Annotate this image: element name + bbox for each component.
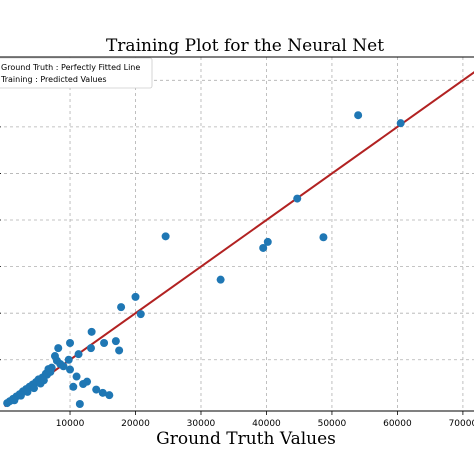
x-tick-label: 30000: [187, 419, 216, 429]
fitted-line-series: [3, 71, 474, 408]
x-tick-label: 40000: [252, 419, 281, 429]
x-axis-ticks: 10000 20000 30000 40000 50000 60000 70000: [0, 79, 474, 429]
data-point: [259, 243, 268, 252]
data-point: [117, 303, 126, 312]
data-point: [46, 367, 55, 376]
fitted-line: [3, 71, 474, 408]
data-point: [115, 346, 124, 355]
data-point: [92, 385, 101, 394]
data-point: [50, 352, 59, 361]
x-tick-label: 10000: [56, 419, 85, 429]
data-point: [74, 350, 83, 359]
legend-label-predicted-values: Training : Predicted Values: [0, 75, 107, 84]
data-point: [263, 237, 272, 246]
data-point: [54, 344, 63, 353]
predicted-values-series: [3, 111, 405, 409]
data-point: [216, 275, 225, 284]
data-point: [72, 372, 81, 381]
x-axis-label: Ground Truth Values: [156, 429, 336, 449]
data-point: [69, 382, 78, 391]
data-point: [23, 387, 32, 396]
data-point: [64, 355, 73, 364]
data-point: [105, 391, 114, 400]
data-point: [354, 111, 363, 120]
data-point: [131, 292, 140, 301]
data-point: [87, 327, 96, 336]
data-point: [293, 194, 302, 203]
x-tick-label: 70000: [449, 419, 474, 429]
chart-title: Training Plot for the Neural Net: [106, 36, 384, 56]
data-point: [79, 379, 88, 388]
legend-label-fitted-line: Ground Truth : Perfectly Fitted Line: [1, 63, 140, 72]
data-point: [56, 359, 65, 368]
plot-area: [0, 56, 474, 412]
data-point: [16, 391, 25, 400]
data-point: [161, 232, 170, 241]
data-point: [10, 396, 19, 405]
legend-box: [0, 57, 153, 89]
data-point: [111, 337, 120, 346]
data-point: [30, 384, 39, 393]
data-point: [36, 379, 45, 388]
x-tick-label: 50000: [318, 419, 347, 429]
x-tick-label: 20000: [121, 419, 150, 429]
data-point: [98, 388, 107, 397]
data-point: [100, 338, 109, 347]
data-point: [86, 344, 95, 353]
data-point: [66, 365, 75, 374]
data-point: [136, 310, 145, 319]
legend: Ground Truth : Perfectly Fitted Line Tra…: [0, 57, 153, 89]
data-point: [3, 399, 12, 408]
data-point: [75, 400, 84, 409]
data-point: [319, 233, 328, 242]
x-tick-label: 60000: [383, 419, 412, 429]
data-point: [66, 338, 75, 347]
data-point: [396, 119, 405, 128]
